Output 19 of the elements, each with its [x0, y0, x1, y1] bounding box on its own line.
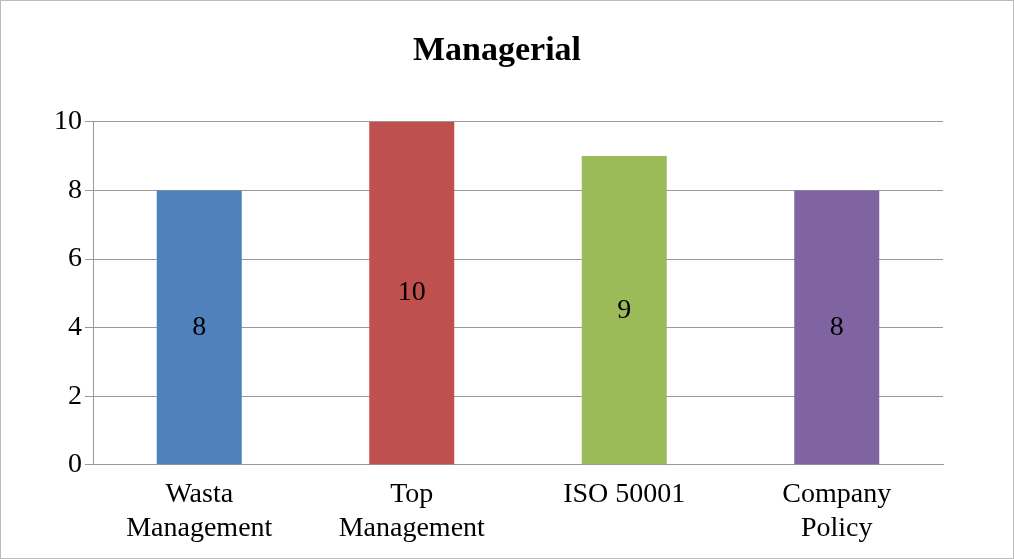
y-tick-label: 0	[68, 447, 82, 479]
x-tick-label: Top Management	[338, 476, 486, 542]
bar	[581, 156, 667, 465]
y-tick-label: 2	[68, 378, 82, 410]
y-tick-label: 10	[54, 104, 82, 136]
chart-title: Managerial	[412, 30, 582, 68]
bar	[369, 121, 455, 465]
bar	[794, 190, 880, 465]
data-label: 8	[192, 309, 207, 341]
y-tick-label: 6	[68, 241, 82, 273]
x-tick-label: Wasta Management	[126, 476, 273, 542]
data-label: 8	[829, 309, 844, 341]
y-tick-label: 4	[68, 309, 82, 341]
x-tick-label: Company Policy	[782, 476, 892, 542]
x-tick-label: ISO 50001	[563, 476, 686, 508]
y-tick-label: 8	[68, 172, 82, 204]
bar	[156, 190, 242, 465]
data-label: 10	[397, 275, 426, 307]
data-label: 9	[617, 292, 632, 324]
